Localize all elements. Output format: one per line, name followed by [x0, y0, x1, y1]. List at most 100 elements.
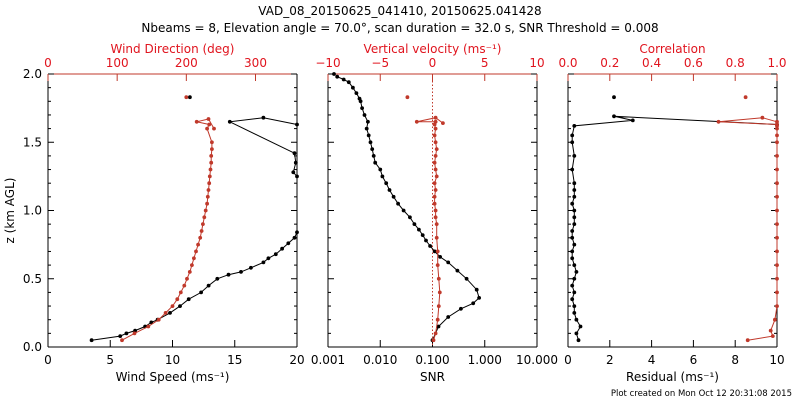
data-point: [570, 201, 575, 206]
data-point: [572, 215, 577, 220]
data-point: [432, 181, 437, 186]
data-point: [206, 283, 211, 288]
data-point: [572, 124, 577, 128]
x-tick-label: 4: [648, 353, 656, 367]
top-x-tick-label: 1.0: [767, 56, 786, 70]
data-point: [775, 263, 779, 267]
data-point: [775, 167, 779, 172]
data-point: [412, 222, 417, 227]
panel-1: 0.0 0.5 1.0 1.5 2.0 z (km AGL) 0 5 10 15 20 Wind Sp…: [3, 42, 305, 384]
data-point: [178, 304, 182, 308]
data-point: [770, 334, 775, 338]
data-point: [210, 140, 214, 145]
top-x-tick-label: 100: [106, 56, 129, 70]
data-point: [380, 174, 385, 179]
data-point: [570, 283, 575, 288]
data-point: [434, 174, 439, 179]
data-point: [207, 181, 212, 186]
data-point: [368, 140, 373, 145]
data-point: [182, 283, 187, 288]
data-point: [434, 147, 439, 152]
data-point: [212, 126, 216, 131]
data-point: [775, 133, 779, 138]
x-tick-label: 10: [165, 353, 180, 367]
y-tick-label: 1.5: [23, 135, 42, 149]
data-point: [768, 328, 773, 333]
data-point: [295, 122, 299, 127]
top-x-tick-label: 0: [429, 56, 437, 70]
data-point: [434, 235, 439, 240]
data-point: [215, 276, 220, 281]
data-point: [570, 256, 575, 261]
data-point: [570, 133, 575, 138]
data-point: [146, 324, 151, 329]
data-point: [459, 306, 463, 311]
x-axis-label: SNR: [420, 370, 445, 384]
data-point: [351, 85, 355, 90]
data-point: [773, 317, 777, 322]
data-point: [261, 115, 266, 120]
data-point: [716, 119, 721, 124]
data-point: [433, 208, 438, 213]
top-axis-label: Vertical velocity (ms⁻¹): [364, 42, 502, 56]
data-point: [203, 208, 208, 213]
data-point: [198, 235, 203, 240]
data-point: [572, 208, 577, 213]
data-point: [405, 95, 410, 100]
top-x-tick-label: 200: [175, 56, 198, 70]
data-point: [207, 122, 212, 127]
data-point: [574, 331, 579, 336]
data-point: [364, 126, 369, 131]
data-point: [206, 117, 211, 121]
data-point: [570, 140, 575, 145]
data-point: [387, 188, 392, 192]
y-axis-label: z (km AGL): [3, 178, 17, 244]
top-x-tick-label: 0.2: [600, 56, 619, 70]
data-point: [572, 194, 577, 199]
data-point: [190, 263, 194, 267]
top-x-tick-label: 10: [529, 56, 544, 70]
data-point: [432, 160, 437, 165]
x-tick-label: 0: [564, 353, 572, 367]
data-point: [156, 317, 161, 322]
data-point: [205, 126, 210, 131]
data-point: [295, 174, 299, 179]
data-point: [120, 338, 124, 343]
data-point: [417, 227, 421, 232]
data-point: [431, 338, 436, 343]
data-point: [209, 160, 214, 165]
data-point: [775, 222, 779, 227]
x-tick-label: 0: [44, 353, 52, 367]
data-point: [163, 311, 168, 315]
data-point: [570, 297, 575, 302]
data-point: [433, 331, 438, 336]
data-point: [775, 119, 779, 124]
data-point: [205, 201, 210, 206]
y-tick-label: 1.0: [23, 204, 42, 218]
data-point: [194, 119, 199, 124]
data-point: [378, 167, 383, 172]
data-point: [354, 91, 359, 95]
data-point: [435, 317, 440, 322]
data-point: [366, 133, 371, 138]
x-tick-label: 8: [731, 353, 739, 367]
data-point: [775, 194, 779, 199]
y-tick-label: 0.0: [23, 340, 42, 354]
x-tick-label: 6: [690, 353, 698, 367]
figure-title: VAD_08_20150625_041410, 20150625.041428: [258, 4, 541, 18]
top-axis-label: Correlation: [639, 42, 705, 56]
data-point: [346, 80, 351, 85]
data-point: [295, 230, 299, 235]
data-point: [775, 181, 779, 186]
data-point: [209, 154, 214, 158]
plot-created-note: Plot created on Mon Oct 12 20:31:08 2015: [611, 389, 792, 399]
data-point: [436, 324, 441, 329]
data-point: [570, 235, 575, 240]
data-point: [357, 96, 362, 101]
data-point: [438, 255, 442, 259]
data-point: [775, 122, 779, 127]
data-point: [433, 140, 438, 145]
data-point: [280, 246, 284, 251]
data-point: [186, 297, 191, 302]
data-point: [570, 167, 575, 172]
